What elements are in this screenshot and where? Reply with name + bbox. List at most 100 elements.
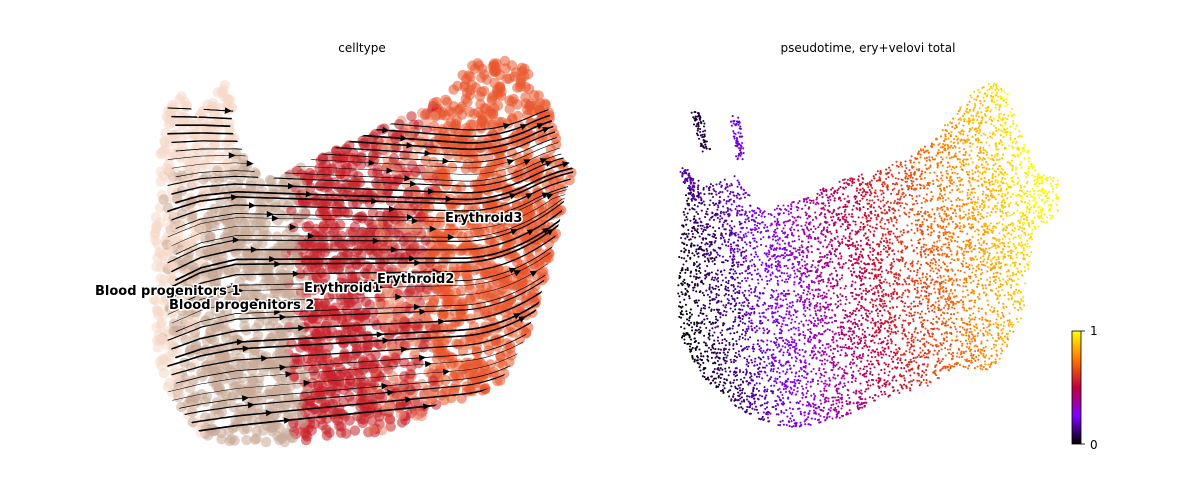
pseudotime-point bbox=[784, 390, 788, 393]
pseudotime-point bbox=[960, 130, 963, 133]
pseudotime-point bbox=[927, 294, 930, 297]
pseudotime-point bbox=[854, 288, 857, 291]
pseudotime-point bbox=[744, 218, 747, 221]
pseudotime-point bbox=[1001, 332, 1004, 335]
pseudotime-point bbox=[799, 379, 802, 382]
pseudotime-point bbox=[929, 171, 932, 175]
pseudotime-point bbox=[979, 102, 982, 105]
pseudotime-point bbox=[827, 202, 830, 205]
pseudotime-point bbox=[880, 322, 884, 325]
pseudotime-point bbox=[939, 266, 943, 269]
pseudotime-point bbox=[910, 222, 913, 225]
pseudotime-point bbox=[919, 351, 922, 354]
pseudotime-point bbox=[800, 423, 803, 426]
pseudotime-point bbox=[886, 188, 889, 191]
cell-point bbox=[168, 318, 180, 329]
pseudotime-point bbox=[1012, 223, 1015, 226]
pseudotime-point bbox=[1033, 216, 1036, 219]
pseudotime-point bbox=[806, 263, 809, 266]
cell-point bbox=[351, 259, 363, 271]
cell-point bbox=[230, 159, 241, 170]
cell-point bbox=[235, 417, 246, 428]
pseudotime-point bbox=[984, 311, 987, 314]
pseudotime-point bbox=[976, 201, 979, 204]
pseudotime-point bbox=[745, 249, 748, 252]
pseudotime-point bbox=[1001, 241, 1004, 244]
pseudotime-point bbox=[968, 340, 971, 343]
cell-point bbox=[395, 409, 407, 420]
cell-point bbox=[253, 318, 265, 329]
pseudotime-point bbox=[774, 336, 777, 340]
pseudotime-point bbox=[884, 336, 887, 340]
pseudotime-point bbox=[723, 269, 726, 272]
cell-point bbox=[555, 184, 567, 195]
pseudotime-point bbox=[965, 279, 968, 282]
cell-point bbox=[305, 401, 317, 413]
cell-point bbox=[329, 256, 340, 267]
pseudotime-point bbox=[994, 162, 997, 165]
pseudotime-point bbox=[1000, 352, 1003, 355]
pseudotime-point bbox=[703, 318, 706, 321]
pseudotime-point bbox=[945, 340, 948, 343]
pseudotime-point bbox=[909, 374, 912, 377]
pseudotime-point bbox=[831, 260, 834, 264]
pseudotime-point bbox=[790, 306, 793, 309]
pseudotime-point bbox=[826, 359, 829, 362]
pseudotime-point bbox=[778, 361, 781, 364]
celltype-umap-panel: celltype Blood progenitors 1 Blood proge… bbox=[94, 41, 577, 448]
pseudotime-point bbox=[765, 245, 768, 248]
cell-point bbox=[506, 350, 517, 361]
pseudotime-point bbox=[1052, 187, 1055, 191]
cell-point bbox=[205, 103, 216, 114]
cell-point bbox=[408, 335, 419, 347]
pseudotime-point bbox=[718, 254, 721, 257]
pseudotime-point bbox=[724, 292, 728, 296]
pseudotime-point bbox=[772, 370, 775, 373]
pseudotime-point bbox=[838, 392, 841, 395]
cell-point bbox=[259, 266, 270, 278]
pseudotime-point bbox=[824, 235, 827, 238]
cell-point bbox=[500, 63, 511, 74]
pseudotime-point bbox=[990, 154, 993, 157]
pseudotime-point bbox=[969, 314, 972, 317]
pseudotime-point bbox=[772, 367, 775, 371]
pseudotime-point bbox=[750, 325, 753, 328]
pseudotime-point bbox=[819, 321, 822, 324]
pseudotime-point bbox=[942, 306, 946, 309]
pseudotime-point bbox=[883, 372, 886, 375]
pseudotime-point bbox=[695, 260, 698, 264]
cell-point bbox=[260, 436, 272, 448]
pseudotime-point bbox=[859, 244, 862, 247]
cell-point bbox=[522, 271, 533, 282]
pseudotime-point bbox=[898, 214, 901, 218]
pseudotime-point bbox=[963, 112, 966, 115]
pseudotime-point bbox=[1017, 278, 1020, 281]
cell-point bbox=[342, 381, 353, 392]
pseudotime-point bbox=[779, 275, 782, 278]
cell-point bbox=[298, 207, 309, 218]
cell-point bbox=[327, 371, 338, 382]
pseudotime-point bbox=[825, 296, 828, 299]
pseudotime-point bbox=[951, 321, 954, 324]
pseudotime-point bbox=[728, 348, 731, 351]
pseudotime-point bbox=[990, 192, 993, 195]
pseudotime-point bbox=[696, 212, 700, 216]
pseudotime-point bbox=[682, 280, 685, 283]
pseudotime-point bbox=[730, 229, 733, 232]
pseudotime-point bbox=[942, 275, 945, 278]
pseudotime-point bbox=[953, 362, 956, 366]
pseudotime-point bbox=[755, 382, 758, 385]
pseudotime-point bbox=[729, 268, 732, 271]
pseudotime-point bbox=[758, 345, 761, 348]
cell-point bbox=[447, 352, 458, 363]
cell-point bbox=[155, 176, 166, 187]
cell-point bbox=[471, 164, 482, 175]
cell-point bbox=[367, 167, 378, 178]
cell-point bbox=[330, 393, 341, 404]
cell-point bbox=[456, 297, 468, 308]
cell-point bbox=[231, 148, 242, 159]
pseudotime-point bbox=[696, 228, 699, 231]
cell-point bbox=[271, 246, 282, 257]
pseudotime-point bbox=[860, 360, 863, 363]
pseudotime-point bbox=[861, 333, 864, 336]
